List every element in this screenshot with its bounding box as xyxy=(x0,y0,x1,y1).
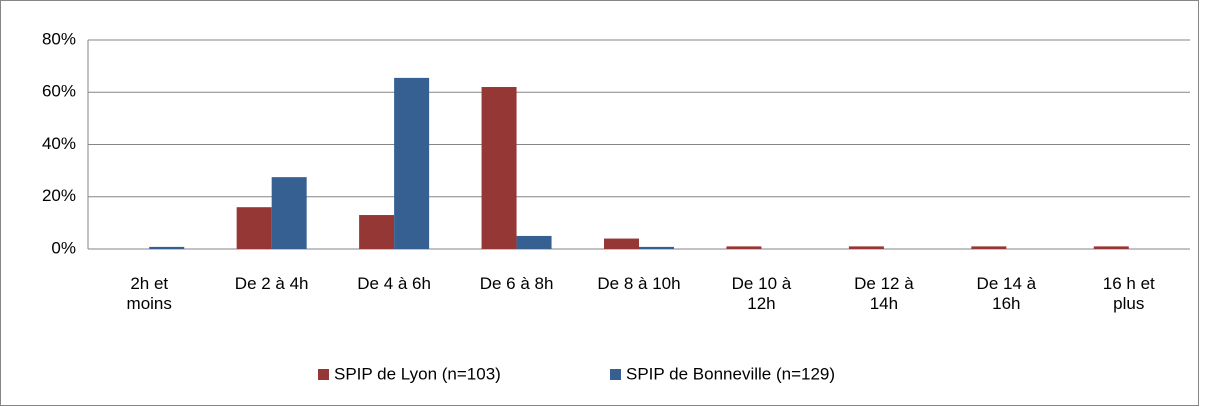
x-tick-line: 12h xyxy=(747,294,775,313)
x-tick-label: De 8 à 10h xyxy=(597,274,680,293)
x-tick-line: 14h xyxy=(870,294,898,313)
x-tick-line: plus xyxy=(1113,294,1144,313)
bar xyxy=(149,246,185,249)
x-tick-label: De 12 à 14h xyxy=(854,274,914,313)
bar xyxy=(481,87,517,250)
x-tick-line: De 4 à 6h xyxy=(357,274,431,293)
legend-swatch xyxy=(610,369,621,380)
bar xyxy=(394,77,430,249)
y-tick-label: 40% xyxy=(42,134,76,153)
x-tick-label: 16 h et plus xyxy=(1103,274,1155,313)
bar xyxy=(639,246,674,249)
y-tick-label: 80% xyxy=(42,29,76,48)
legend-swatch xyxy=(318,369,329,380)
bar xyxy=(516,235,552,249)
x-tick-label: De 4 à 6h xyxy=(357,274,431,293)
x-tick-label: 2h et moins xyxy=(127,274,172,313)
legend-label: SPIP de Lyon (n=103) xyxy=(334,364,501,383)
bar xyxy=(236,207,272,249)
x-tick-label: De 10 à 12h xyxy=(732,274,792,313)
bar xyxy=(359,215,395,249)
x-tick-label: De 2 à 4h xyxy=(235,274,309,293)
y-tick-label: 0% xyxy=(51,238,76,257)
bar xyxy=(726,246,762,249)
legend-label: SPIP de Bonneville (n=129) xyxy=(626,364,835,383)
x-tick-line: 16 h et xyxy=(1103,274,1155,293)
bar xyxy=(848,246,884,249)
x-tick-label: De 6 à 8h xyxy=(480,274,554,293)
x-tick-line: De 14 à xyxy=(977,274,1037,293)
x-tick-line: De 8 à 10h xyxy=(597,274,680,293)
x-tick-line: De 12 à xyxy=(854,274,914,293)
bar xyxy=(971,246,1007,249)
x-tick-line: moins xyxy=(127,294,172,313)
x-tick-line: 16h xyxy=(992,294,1020,313)
bar xyxy=(271,177,307,249)
bar xyxy=(604,238,639,249)
y-tick-label: 60% xyxy=(42,82,76,101)
y-tick-label: 20% xyxy=(42,186,76,205)
bar xyxy=(1093,246,1129,249)
x-tick-line: 2h et xyxy=(130,274,168,293)
x-tick-line: De 10 à xyxy=(732,274,792,293)
x-tick-line: De 6 à 8h xyxy=(480,274,554,293)
x-tick-label: De 14 à 16h xyxy=(977,274,1037,313)
x-tick-line: De 2 à 4h xyxy=(235,274,309,293)
